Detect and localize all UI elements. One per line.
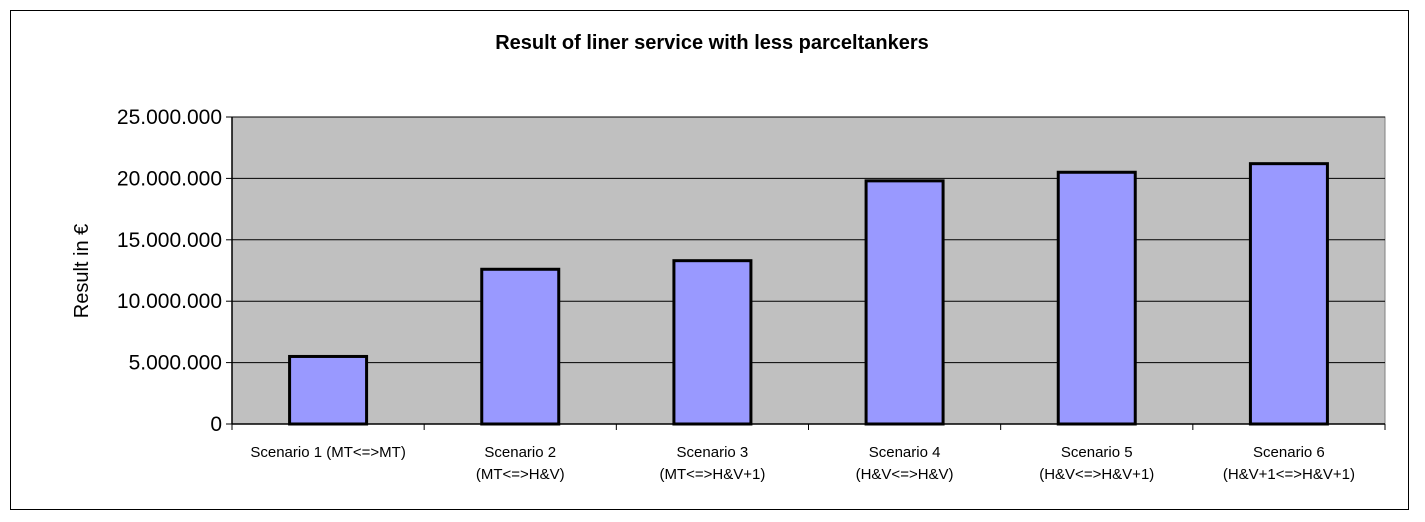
x-tick-label-line: (H&V<=>H&V+1) [1039, 466, 1154, 483]
x-tick-label: Scenario 5 (H&V<=>H&V+1) [1039, 444, 1154, 483]
bar-3 [672, 259, 753, 426]
bar-5 [1056, 170, 1137, 426]
x-tick-label-line: Scenario 5 [1061, 444, 1133, 461]
x-tick-label-line: Scenario 2 [484, 444, 556, 461]
plot-area: 0 5.000.000 10.000.000 15.000.000 20.000.000… [117, 106, 1386, 483]
y-axis-label: Result in € [71, 224, 93, 319]
y-tick-label: 25.000.000 [117, 106, 222, 129]
chart-title: Result of liner service with less parcel… [495, 32, 929, 54]
bar-1 [288, 354, 369, 426]
bar-6 [1248, 162, 1329, 426]
y-tick-label: 15.000.000 [117, 229, 222, 252]
x-tick-label: Scenario 4 (H&V<=>H&V) [856, 444, 954, 483]
x-tick-label-line: Scenario 4 [869, 444, 941, 461]
x-tick-label-line: (MT<=>H&V+1) [659, 466, 765, 483]
x-tick-label-line: Scenario 6 [1253, 444, 1325, 461]
bar-4 [864, 179, 945, 426]
plot-background [231, 116, 1386, 425]
bar-chart: Result of liner service with less parcel… [71, 32, 1386, 483]
chart-frame: Result of liner service with less parcel… [10, 10, 1409, 510]
y-tick-label: 10.000.000 [117, 290, 222, 313]
x-tick-label: Scenario 1 (MT<=>MT) [250, 444, 405, 461]
x-tick-label: Scenario 2 (MT<=>H&V) [476, 444, 565, 483]
x-tick-label-line: Scenario 3 [677, 444, 749, 461]
x-tick-label-line: (H&V<=>H&V) [856, 466, 954, 483]
x-tick-label-line: (MT<=>H&V) [476, 466, 565, 483]
x-tick-label-line: (H&V+1<=>H&V+1) [1223, 466, 1355, 483]
x-tick-label-line: Scenario 1 (MT<=>MT) [250, 444, 405, 461]
bar-2 [480, 267, 561, 426]
y-tick-label: 20.000.000 [117, 167, 222, 190]
y-tick-label: 5.000.000 [129, 352, 222, 375]
x-tick-label: Scenario 6 (H&V+1<=>H&V+1) [1223, 444, 1355, 483]
x-tick-label: Scenario 3 (MT<=>H&V+1) [659, 444, 765, 483]
y-tick-label: 0 [210, 413, 222, 436]
